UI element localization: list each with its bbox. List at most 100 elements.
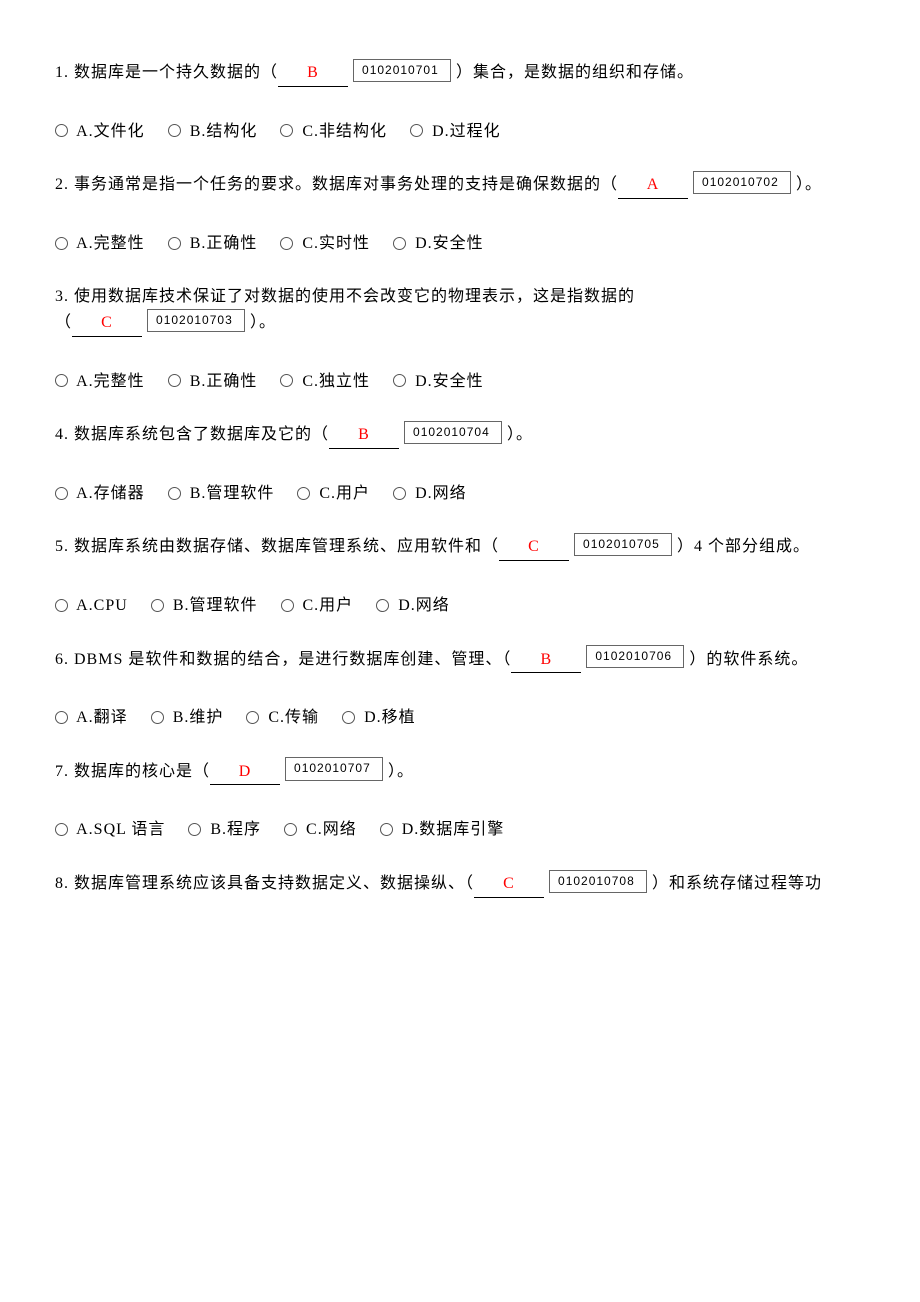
stem-after: ）的软件系统。	[689, 651, 808, 668]
option-label: B.程序	[210, 821, 261, 838]
option-row: A.完整性 B.正确性 C.独立性 D.安全性	[55, 369, 865, 395]
option-c[interactable]: C.网络	[284, 817, 357, 843]
option-d[interactable]: D.数据库引擎	[380, 817, 505, 843]
radio-icon	[281, 599, 294, 612]
radio-icon	[284, 823, 297, 836]
radio-icon	[393, 374, 406, 387]
stem-before: 数据库系统由数据存储、数据库管理系统、应用软件和（	[74, 538, 499, 555]
question-stem: 4. 数据库系统包含了数据库及它的（B 0102010704 ）。	[55, 422, 865, 449]
radio-icon	[380, 823, 393, 836]
option-b[interactable]: B.程序	[188, 817, 261, 843]
option-row: A.完整性 B.正确性 C.实时性 D.安全性	[55, 231, 865, 257]
option-a[interactable]: A.翻译	[55, 705, 128, 731]
option-label: D.网络	[398, 597, 450, 614]
radio-icon	[342, 711, 355, 724]
option-label: C.用户	[303, 597, 354, 614]
question-8: 8. 数据库管理系统应该具备支持数据定义、数据操纵、（C 0102010708 …	[55, 871, 865, 898]
option-b[interactable]: B.结构化	[168, 119, 258, 145]
option-row: A.翻译 B.维护 C.传输 D.移植	[55, 705, 865, 731]
option-label: B.管理软件	[173, 597, 258, 614]
stem-after: ）和系统存储过程等功	[652, 875, 822, 892]
question-stem: 3. 使用数据库技术保证了对数据的使用不会改变它的物理表示，这是指数据的 （C …	[55, 284, 865, 336]
option-a[interactable]: A.CPU	[55, 593, 128, 619]
option-label: C.实时性	[302, 235, 370, 252]
stem-before: 数据库系统包含了数据库及它的（	[74, 426, 329, 443]
option-c[interactable]: C.传输	[246, 705, 319, 731]
radio-icon	[168, 237, 181, 250]
option-b[interactable]: B.维护	[151, 705, 224, 731]
stem-line1: 使用数据库技术保证了对数据的使用不会改变它的物理表示，这是指数据的	[74, 288, 635, 305]
option-b[interactable]: B.正确性	[168, 231, 258, 257]
option-c[interactable]: C.非结构化	[280, 119, 387, 145]
option-d[interactable]: D.安全性	[393, 231, 484, 257]
question-number: 7.	[55, 763, 69, 780]
radio-icon	[55, 599, 68, 612]
question-7: 7. 数据库的核心是（D 0102010707 ）。 A.SQL 语言 B.程序…	[55, 759, 865, 843]
radio-icon	[151, 599, 164, 612]
option-label: C.用户	[319, 485, 370, 502]
option-label: C.独立性	[302, 373, 370, 390]
option-c[interactable]: C.用户	[281, 593, 354, 619]
option-d[interactable]: D.网络	[376, 593, 450, 619]
option-label: B.管理软件	[190, 485, 275, 502]
option-row: A.文件化 B.结构化 C.非结构化 D.过程化	[55, 119, 865, 145]
option-d[interactable]: D.网络	[393, 481, 467, 507]
question-4: 4. 数据库系统包含了数据库及它的（B 0102010704 ）。 A.存储器 …	[55, 422, 865, 506]
option-a[interactable]: A.完整性	[55, 231, 145, 257]
question-id-box: 0102010705	[574, 533, 672, 556]
option-label: D.过程化	[432, 123, 501, 140]
question-stem: 1. 数据库是一个持久数据的（B 0102010701 ）集合，是数据的组织和存…	[55, 60, 865, 87]
option-label: D.数据库引擎	[402, 821, 505, 838]
question-id-box: 0102010702	[693, 171, 791, 194]
radio-icon	[376, 599, 389, 612]
question-stem: 2. 事务通常是指一个任务的要求。数据库对事务处理的支持是确保数据的（A 010…	[55, 172, 865, 199]
question-number: 4.	[55, 426, 69, 443]
radio-icon	[55, 237, 68, 250]
stem-after: ）。	[507, 426, 533, 443]
option-label: A.完整性	[76, 235, 145, 252]
answer-blank: B	[511, 647, 581, 674]
option-d[interactable]: D.安全性	[393, 369, 484, 395]
question-id-box: 0102010703	[147, 309, 245, 332]
option-label: C.传输	[268, 709, 319, 726]
question-id-box: 0102010701	[353, 59, 451, 82]
option-d[interactable]: D.过程化	[410, 119, 501, 145]
question-1: 1. 数据库是一个持久数据的（B 0102010701 ）集合，是数据的组织和存…	[55, 60, 865, 144]
option-a[interactable]: A.存储器	[55, 481, 145, 507]
answer-blank: D	[210, 759, 280, 786]
option-label: A.存储器	[76, 485, 145, 502]
question-stem: 6. DBMS 是软件和数据的结合，是进行数据库创建、管理、（B 0102010…	[55, 647, 865, 674]
stem-before: 数据库管理系统应该具备支持数据定义、数据操纵、（	[74, 875, 474, 892]
question-number: 1.	[55, 64, 69, 81]
option-a[interactable]: A.SQL 语言	[55, 817, 165, 843]
radio-icon	[280, 374, 293, 387]
question-6: 6. DBMS 是软件和数据的结合，是进行数据库创建、管理、（B 0102010…	[55, 647, 865, 731]
stem-after: ）4 个部分组成。	[677, 538, 810, 555]
option-b[interactable]: B.管理软件	[168, 481, 275, 507]
option-b[interactable]: B.正确性	[168, 369, 258, 395]
option-a[interactable]: A.文件化	[55, 119, 145, 145]
option-c[interactable]: C.实时性	[280, 231, 370, 257]
question-number: 5.	[55, 538, 69, 555]
question-stem: 8. 数据库管理系统应该具备支持数据定义、数据操纵、（C 0102010708 …	[55, 871, 865, 898]
radio-icon	[246, 711, 259, 724]
radio-icon	[393, 237, 406, 250]
question-number: 8.	[55, 875, 69, 892]
option-c[interactable]: C.独立性	[280, 369, 370, 395]
radio-icon	[151, 711, 164, 724]
radio-icon	[188, 823, 201, 836]
stem-after: ）。	[796, 176, 822, 193]
option-label: C.网络	[306, 821, 357, 838]
option-label: B.维护	[173, 709, 224, 726]
radio-icon	[280, 237, 293, 250]
option-a[interactable]: A.完整性	[55, 369, 145, 395]
question-id-box: 0102010704	[404, 421, 502, 444]
option-row: A.存储器 B.管理软件 C.用户 D.网络	[55, 481, 865, 507]
answer-blank: B	[278, 60, 348, 87]
option-b[interactable]: B.管理软件	[151, 593, 258, 619]
option-label: A.翻译	[76, 709, 128, 726]
option-row: A.CPU B.管理软件 C.用户 D.网络	[55, 593, 865, 619]
question-number: 6.	[55, 651, 69, 668]
option-c[interactable]: C.用户	[297, 481, 370, 507]
option-d[interactable]: D.移植	[342, 705, 416, 731]
